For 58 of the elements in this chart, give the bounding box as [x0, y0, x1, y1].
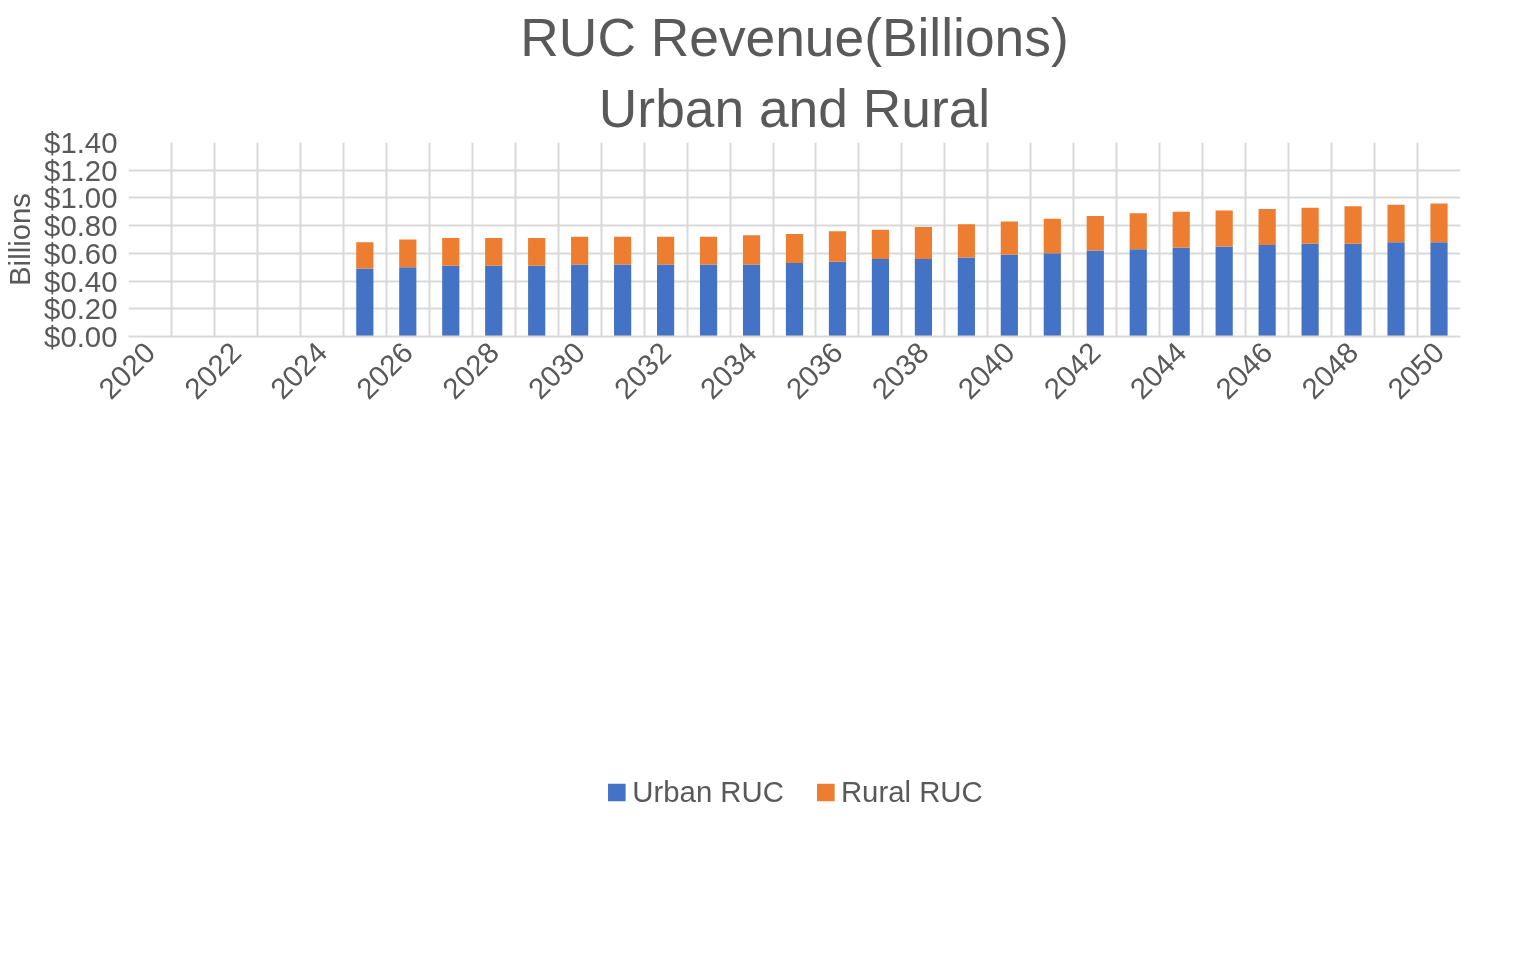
- bar: [914, 258, 932, 337]
- bar: [442, 265, 460, 337]
- bar: [1129, 213, 1147, 250]
- bar: [1129, 249, 1147, 337]
- bar: [528, 238, 546, 266]
- bar: [1086, 250, 1104, 337]
- bar: [1430, 203, 1448, 243]
- bar: [914, 227, 932, 259]
- bar: [1301, 243, 1319, 337]
- bar: [1258, 209, 1276, 246]
- bar: [614, 236, 632, 265]
- bar: [399, 239, 417, 268]
- bar: [356, 268, 374, 337]
- bar: [828, 261, 847, 337]
- bar: [1043, 218, 1061, 254]
- bar: [871, 229, 890, 259]
- bar: [1344, 206, 1362, 244]
- bar: [614, 264, 632, 337]
- bar: [528, 265, 546, 337]
- bar: [699, 264, 718, 337]
- bar: [356, 242, 374, 269]
- bar: [1258, 245, 1276, 337]
- bar: [1043, 253, 1061, 337]
- bar: [742, 264, 761, 337]
- bar: [957, 224, 975, 258]
- bar: [785, 263, 804, 337]
- legend-label: Urban RUC: [632, 774, 784, 809]
- bar: [1344, 243, 1362, 337]
- bar: [1387, 242, 1405, 337]
- bar: [571, 236, 589, 265]
- bar: [1430, 242, 1448, 337]
- bar: [485, 238, 503, 266]
- bar: [1301, 207, 1319, 244]
- chart-title: RUC Revenue(Billions): [520, 7, 1069, 67]
- bar: [699, 236, 718, 265]
- bar: [1000, 254, 1018, 337]
- bar: [442, 238, 460, 266]
- y-tick-label: $1.40: [44, 126, 118, 159]
- bar: [399, 267, 417, 337]
- bar: [1086, 215, 1104, 251]
- bar: [1387, 204, 1405, 243]
- bar: [828, 231, 847, 262]
- bar: [485, 265, 503, 337]
- bar: [657, 264, 675, 337]
- bar: [657, 236, 675, 265]
- bar: [957, 257, 975, 337]
- legend-label: Rural RUC: [840, 774, 983, 809]
- bar: [1172, 211, 1190, 248]
- y-axis-title: Billions: [3, 193, 37, 286]
- bar: [785, 233, 804, 264]
- bar: [1172, 247, 1190, 337]
- chart-subtitle: Urban and Rural: [598, 78, 991, 138]
- bar: [1215, 246, 1233, 337]
- bar: [571, 264, 589, 337]
- bar: [871, 258, 890, 337]
- bar: [742, 235, 761, 265]
- bar: [1000, 221, 1018, 255]
- bar: [1215, 210, 1233, 247]
